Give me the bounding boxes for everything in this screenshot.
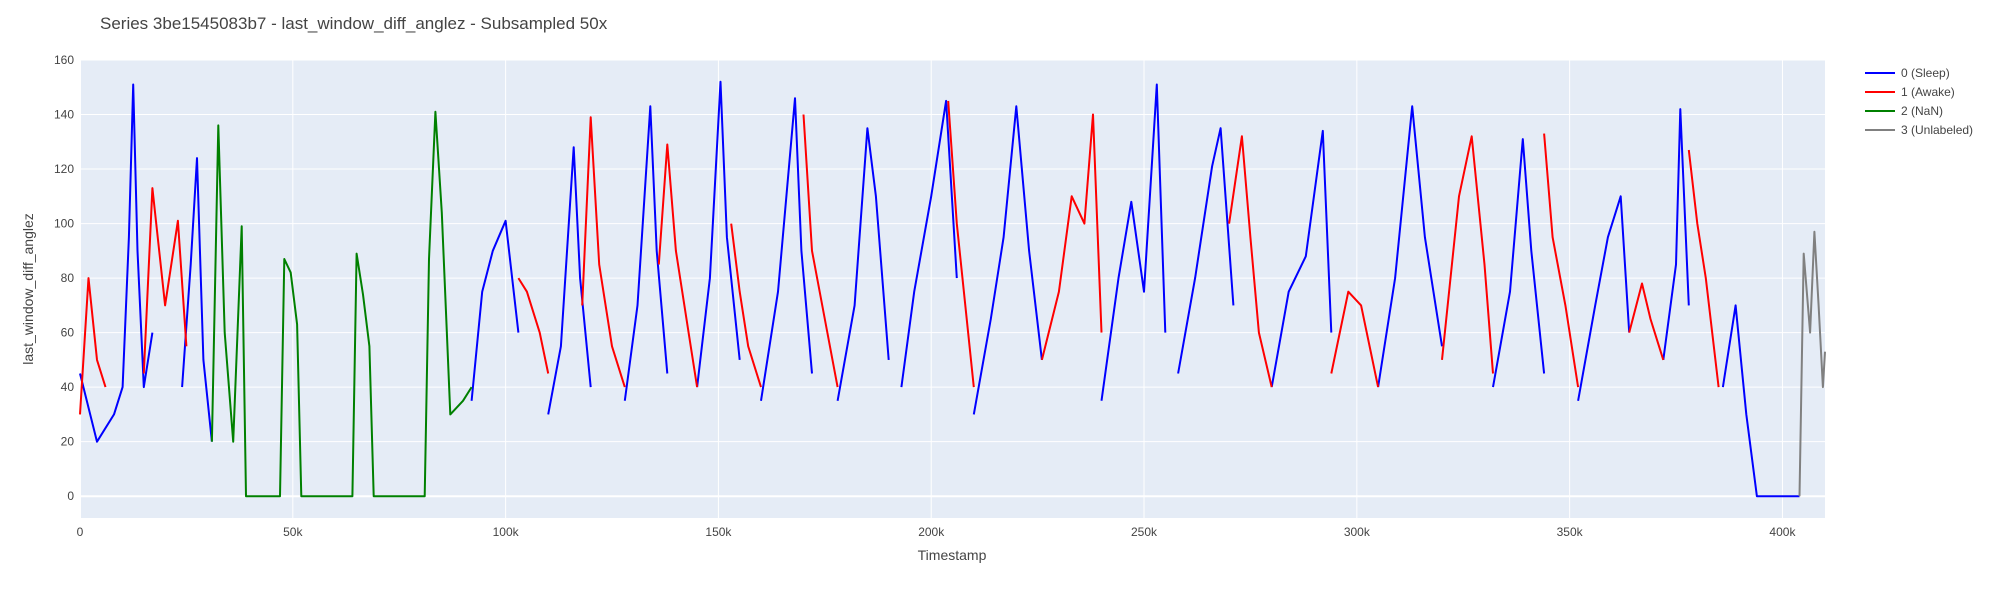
x-tick-label: 400k — [1769, 525, 1796, 539]
x-tick-label: 200k — [918, 525, 945, 539]
series-line — [730, 223, 762, 388]
series-line — [1040, 113, 1103, 361]
series-line — [1543, 133, 1580, 388]
series-line — [972, 105, 1043, 415]
legend-item[interactable]: 3 (Unlabeled) — [1865, 123, 1973, 137]
series-2 — [210, 110, 473, 498]
x-tick-label: 250k — [1131, 525, 1158, 539]
series-line — [760, 97, 813, 401]
series-line — [1628, 282, 1665, 361]
series-line — [900, 99, 958, 388]
y-tick-label: 120 — [54, 162, 74, 176]
series-line — [1687, 149, 1720, 388]
legend-label: 3 (Unlabeled) — [1901, 123, 1973, 137]
legend-label: 0 (Sleep) — [1901, 66, 1950, 80]
series-line — [1662, 108, 1690, 361]
chart-title: Series 3be1545083b7 - last_window_diff_a… — [100, 14, 608, 33]
series-line — [1270, 129, 1333, 388]
x-tick-label: 50k — [283, 525, 303, 539]
y-tick-label: 40 — [61, 380, 75, 394]
y-tick-label: 100 — [54, 217, 74, 231]
legend[interactable]: 0 (Sleep) 1 (Awake) 2 (NaN) 3 (Unlabeled) — [1865, 66, 1973, 137]
series-line — [581, 116, 626, 388]
legend-item[interactable]: 2 (NaN) — [1865, 104, 1943, 118]
y-tick-label: 160 — [54, 53, 74, 67]
tick-labels: 0 20 40 60 80 100 120 140 160 0 50k 100k 150k 200k 250… — [54, 53, 1796, 539]
series-line — [1798, 230, 1826, 497]
x-axis-title: Timestamp — [918, 547, 987, 563]
y-tick-label: 140 — [54, 108, 74, 122]
x-tick-label: 300k — [1344, 525, 1371, 539]
y-tick-label: 60 — [61, 326, 75, 340]
series-line — [1330, 290, 1380, 388]
legend-label: 2 (NaN) — [1901, 104, 1943, 118]
y-tick-label: 0 — [67, 489, 74, 503]
series-line — [1577, 195, 1631, 401]
series-layer — [79, 80, 1826, 498]
series-line — [79, 277, 107, 415]
series-line — [1228, 135, 1273, 388]
x-tick-label: 350k — [1557, 525, 1584, 539]
series-line — [657, 143, 699, 388]
x-tick-label: 0 — [77, 525, 84, 539]
series-line — [623, 105, 669, 401]
series-line — [210, 110, 473, 498]
series-line — [1441, 135, 1494, 374]
series-line — [947, 100, 975, 388]
x-tick-label: 100k — [493, 525, 520, 539]
series-line — [836, 127, 890, 401]
series-line — [1177, 127, 1235, 374]
y-tick-label: 20 — [61, 435, 75, 449]
y-axis-title: last_window_diff_anglez — [20, 213, 36, 365]
legend-item[interactable]: 0 (Sleep) — [1865, 66, 1950, 80]
series-3 — [1798, 230, 1826, 497]
series-line — [547, 146, 592, 415]
series-line — [517, 277, 550, 374]
series-line — [1492, 138, 1546, 388]
series-line — [696, 80, 741, 388]
series-line — [1377, 105, 1443, 388]
legend-item[interactable]: 1 (Awake) — [1865, 85, 1955, 99]
series-line — [1100, 83, 1167, 401]
series-1 — [79, 100, 1720, 415]
series-line — [802, 114, 839, 388]
y-tick-label: 80 — [61, 271, 75, 285]
series-line — [181, 157, 213, 442]
series-0 — [79, 80, 1800, 498]
series-line — [142, 187, 188, 374]
series-line — [470, 219, 520, 401]
legend-label: 1 (Awake) — [1901, 85, 1955, 99]
x-tick-label: 150k — [705, 525, 732, 539]
series-line — [79, 83, 154, 443]
series-line — [1721, 304, 1800, 498]
